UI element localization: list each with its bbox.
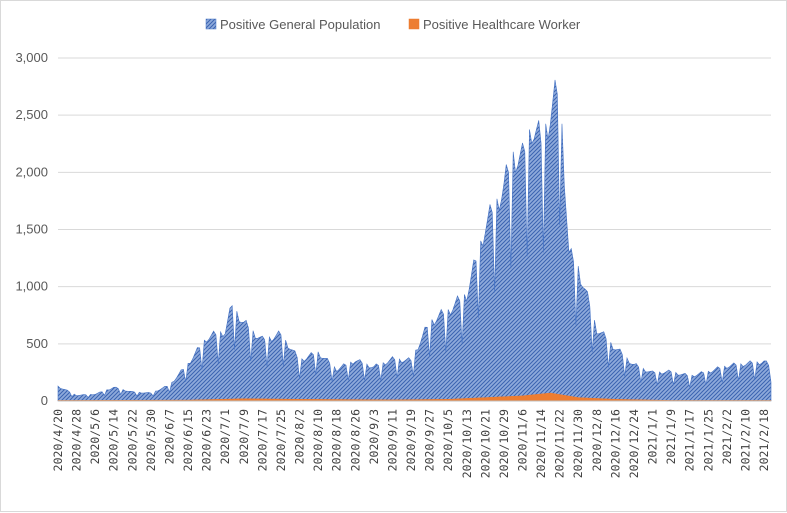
x-tick-label: 2020/10/13 (460, 409, 474, 478)
x-tick-label: 2020/8/10 (311, 409, 325, 471)
x-tick-label: 2020/5/30 (144, 409, 158, 471)
x-tick-label: 2020/9/19 (404, 409, 418, 471)
x-tick-label: 2021/2/2 (720, 409, 734, 464)
series-area-general-population (57, 79, 772, 402)
legend-swatch (205, 18, 217, 30)
x-tick-label: 2020/7/1 (218, 409, 232, 464)
x-tick-label: 2020/9/27 (423, 409, 437, 471)
x-tick-label: 2020/10/21 (478, 409, 492, 478)
y-tick-label: 3,000 (15, 50, 48, 65)
x-tick-label: 2020/6/15 (181, 409, 195, 471)
x-tick-label: 2021/2/10 (739, 409, 753, 471)
gridlines (58, 57, 771, 402)
x-tick-label: 2021/2/18 (757, 409, 771, 471)
x-tick-label: 2020/9/3 (367, 409, 381, 464)
x-tick-label: 2020/8/18 (330, 409, 344, 471)
x-tick-label: 2020/7/17 (255, 409, 269, 471)
x-tick-label: 2020/7/9 (237, 409, 251, 464)
x-tick-label: 2021/1/17 (683, 409, 697, 471)
x-tick-label: 2020/11/30 (571, 409, 585, 478)
x-tick-label: 2020/6/7 (163, 409, 177, 464)
x-tick-label: 2020/11/6 (516, 409, 530, 471)
x-tick-label: 2020/4/28 (70, 409, 84, 471)
x-tick-label: 2020/12/16 (608, 409, 622, 478)
legend: Positive General Population Positive Heal… (205, 17, 581, 32)
x-tick-label: 2020/6/23 (200, 409, 214, 471)
y-axis: 0 500 1,000 1,500 2,000 2,500 3,000 (15, 50, 48, 408)
x-tick-label: 2020/10/29 (497, 409, 511, 478)
x-tick-label: 2020/12/8 (590, 409, 604, 471)
x-tick-label: 2020/5/22 (125, 409, 139, 471)
y-tick-label: 1,500 (15, 222, 48, 237)
x-tick-label: 2020/10/5 (441, 409, 455, 471)
x-tick-label: 2020/12/24 (627, 409, 641, 478)
x-tick-label: 2020/11/22 (553, 409, 567, 478)
x-tick-label: 2020/9/11 (385, 409, 399, 471)
series-area-healthcare-worker (57, 392, 772, 402)
legend-label: Positive General Population (220, 17, 380, 32)
y-tick-label: 2,000 (15, 164, 48, 179)
series-areas (57, 79, 772, 402)
legend-label: Positive Healthcare Worker (423, 17, 581, 32)
y-tick-label: 500 (26, 336, 48, 351)
x-tick-label: 2020/5/6 (88, 409, 102, 464)
x-tick-label: 2021/1/25 (701, 409, 715, 471)
legend-swatch (408, 18, 420, 30)
x-tick-label: 2020/11/14 (534, 409, 548, 478)
y-tick-label: 1,000 (15, 279, 48, 294)
x-tick-label: 2020/4/20 (51, 409, 65, 471)
x-tick-label: 2020/7/25 (274, 409, 288, 471)
x-axis: 2020/4/20 2020/4/28 2020/5/6 2020/5/14 2020/… (51, 400, 771, 478)
x-tick-label: 2020/5/14 (107, 409, 121, 471)
y-tick-label: 2,500 (15, 107, 48, 122)
x-tick-label: 2020/8/26 (348, 409, 362, 471)
x-tick-label: 2020/8/2 (293, 409, 307, 464)
y-tick-label: 0 (41, 393, 48, 408)
x-tick-label: 2021/1/9 (664, 409, 678, 464)
x-tick-label: 2021/1/1 (646, 409, 660, 464)
